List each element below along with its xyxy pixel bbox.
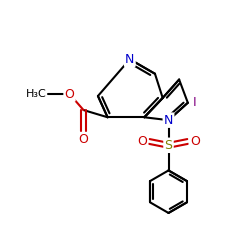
Text: N: N [164,114,173,127]
Text: O: O [137,135,147,148]
Text: O: O [190,135,200,148]
Text: S: S [164,139,172,152]
Text: O: O [78,133,88,146]
Text: H₃C: H₃C [26,89,46,99]
Text: N: N [125,53,134,66]
Text: I: I [193,96,196,109]
Text: O: O [64,88,74,101]
